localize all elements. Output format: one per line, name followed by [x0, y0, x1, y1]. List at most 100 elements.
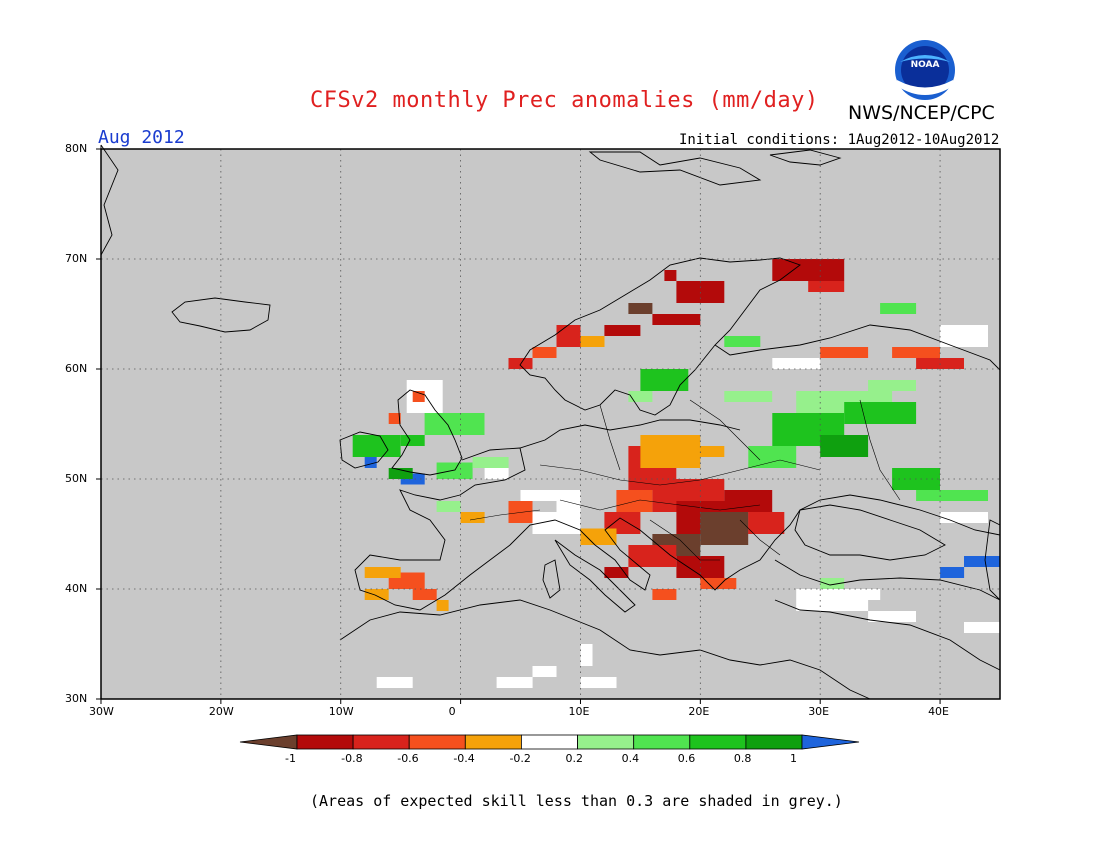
anomaly-cell — [628, 391, 653, 402]
colorbar-swatch — [464, 734, 522, 750]
anomaly-cell — [400, 435, 425, 446]
anomaly-cell — [868, 611, 916, 622]
anomaly-cell — [700, 512, 749, 545]
lat-label: 80N — [65, 142, 88, 155]
anomaly-cell — [772, 259, 845, 281]
anomaly-cell — [388, 468, 413, 479]
anomaly-cell — [460, 512, 485, 523]
anomaly-cell — [916, 490, 988, 501]
lat-label: 60N — [65, 362, 88, 375]
map-frame — [100, 148, 1001, 700]
colorbar-swatch — [689, 734, 747, 750]
anomaly-cell — [820, 578, 845, 589]
lat-label: 40N — [65, 582, 88, 595]
anomaly-cell — [424, 413, 485, 435]
anomaly-cell — [892, 347, 940, 358]
anomaly-cell — [580, 336, 605, 347]
org-label: NWS/NCEP/CPC — [848, 102, 995, 124]
coastlines — [100, 144, 1001, 700]
anomaly-cell — [724, 490, 773, 512]
lon-label: 30E — [808, 705, 830, 718]
anomaly-cell — [604, 567, 629, 578]
anomaly-cell — [724, 391, 773, 402]
colorbar-swatch — [296, 734, 354, 750]
colorbar-label: 0.4 — [621, 752, 640, 765]
lon-label: 10W — [328, 705, 354, 718]
anomaly-cell — [820, 435, 869, 457]
initial-conditions-label: Initial conditions: 1Aug2012-10Aug2012 — [679, 132, 1000, 148]
anomaly-cell — [508, 501, 533, 523]
anomaly-cell — [412, 391, 425, 402]
colorbar-label: 0.8 — [733, 752, 752, 765]
anomaly-cell — [748, 446, 797, 468]
colorbar-swatch — [521, 734, 578, 750]
anomaly-cell — [532, 666, 557, 677]
anomaly-cell — [520, 490, 569, 501]
anomaly-cell — [580, 528, 617, 545]
anomaly-cell — [652, 314, 701, 325]
anomaly-cell — [376, 677, 413, 688]
anomaly-cell — [532, 512, 581, 534]
anomaly-cell — [616, 490, 653, 512]
colorbar-swatch — [633, 734, 691, 750]
colorbar-label: -0.6 — [397, 752, 419, 765]
anomaly-cell — [724, 336, 761, 347]
colorbar-label: -0.8 — [341, 752, 363, 765]
colorbar-label: 1 — [790, 752, 797, 765]
colorbar-swatch — [745, 734, 803, 750]
anomaly-cell — [964, 622, 1000, 633]
anomaly-cell — [604, 325, 641, 336]
colorbar-swatch — [352, 734, 410, 750]
anomaly-cell — [412, 589, 437, 600]
skill-footnote: (Areas of expected skill less than 0.3 a… — [310, 792, 843, 810]
anomaly-cell — [868, 380, 916, 391]
lon-label: 30W — [89, 705, 114, 718]
anomaly-cell — [364, 589, 389, 600]
anomaly-cell — [652, 589, 677, 600]
anomaly-cell — [628, 303, 653, 314]
anomaly-cell — [364, 567, 401, 578]
anomaly-cell — [496, 677, 533, 688]
anomaly-cell — [580, 644, 593, 666]
anomaly-cell — [940, 567, 965, 578]
anomaly-cell — [436, 462, 473, 479]
anomaly-cell — [436, 600, 449, 611]
anomaly-cell — [640, 369, 689, 391]
lat-label: 50N — [65, 472, 88, 485]
lat-label: 30N — [65, 692, 88, 705]
anomaly-cell — [880, 303, 917, 314]
map-title: CFSv2 monthly Prec anomalies (mm/day) — [310, 88, 819, 113]
anomaly-cell — [664, 270, 677, 281]
anomaly-cell — [940, 512, 988, 523]
lon-label: 20W — [208, 705, 234, 718]
colorbar — [239, 734, 860, 750]
anomaly-cell — [940, 325, 988, 347]
colorbar-high-arrow — [801, 734, 860, 750]
anomaly-cell — [364, 457, 377, 468]
lon-label: 0 — [448, 705, 456, 718]
colorbar-label: -1 — [285, 752, 296, 765]
colorbar-swatch — [408, 734, 466, 750]
anomaly-cell — [748, 512, 785, 534]
month-label: Aug 2012 — [98, 127, 185, 148]
lon-label: 10E — [568, 705, 590, 718]
anomaly-cell — [964, 556, 1000, 567]
colorbar-label: 0.6 — [677, 752, 696, 765]
anomaly-cell — [700, 578, 737, 589]
lon-label: 20E — [688, 705, 710, 718]
anomaly-cell — [844, 589, 881, 600]
anomaly-cell — [436, 501, 461, 512]
colorbar-label: -0.2 — [509, 752, 531, 765]
country-borders — [469, 399, 901, 561]
anomaly-cell — [628, 545, 677, 567]
axis-ticks — [96, 148, 941, 704]
anomaly-cell — [556, 325, 581, 336]
colorbar-low-arrow — [239, 734, 298, 750]
anomaly-cell — [556, 336, 593, 347]
colorbar-swatch — [577, 734, 635, 750]
anomaly-cell — [844, 402, 917, 424]
anomaly-cell — [532, 347, 557, 358]
anomaly-cell — [664, 446, 725, 457]
anomaly-cell — [808, 281, 845, 292]
